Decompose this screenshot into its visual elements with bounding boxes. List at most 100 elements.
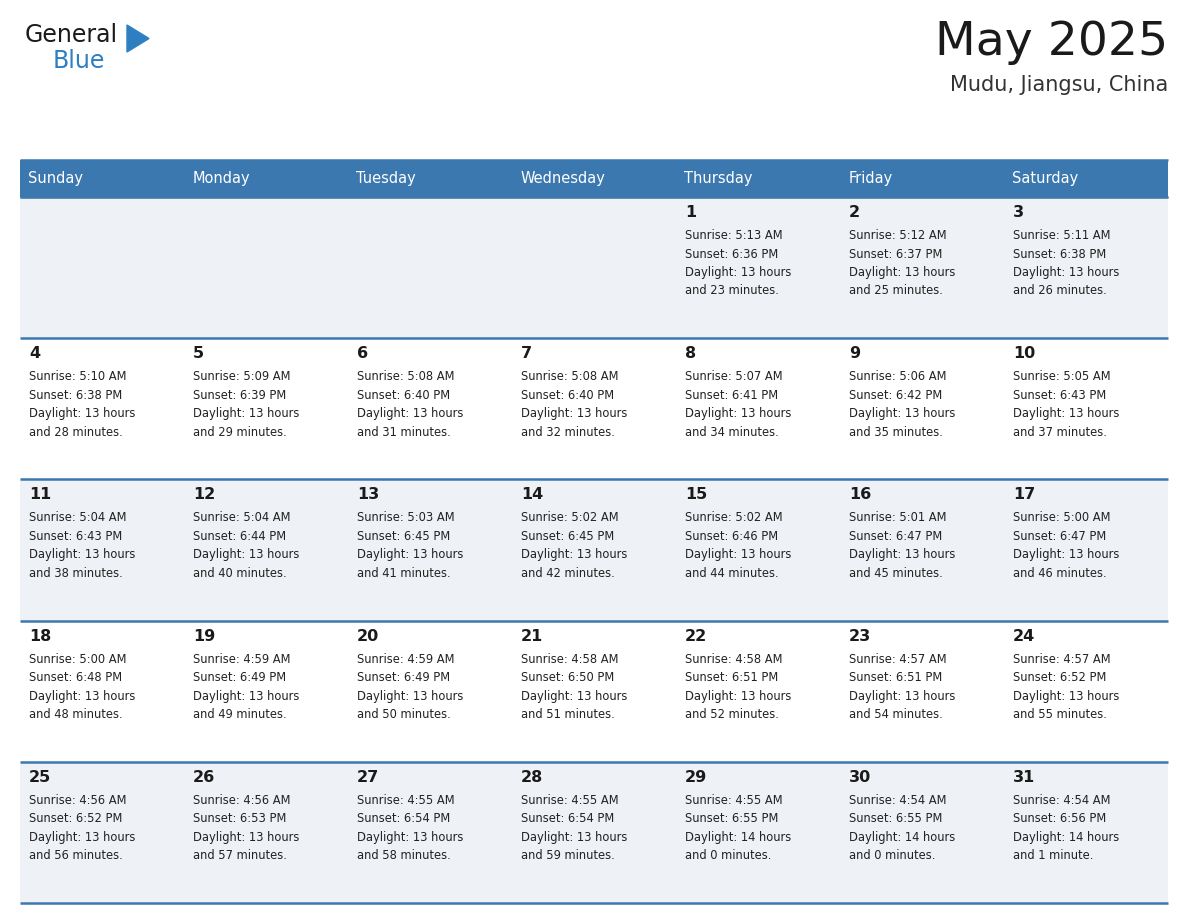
- Text: Daylight: 13 hours: Daylight: 13 hours: [358, 408, 463, 420]
- Text: Sunset: 6:39 PM: Sunset: 6:39 PM: [192, 388, 286, 402]
- Text: and 45 minutes.: and 45 minutes.: [849, 567, 943, 580]
- Text: Daylight: 13 hours: Daylight: 13 hours: [685, 266, 791, 279]
- Text: Daylight: 13 hours: Daylight: 13 hours: [522, 831, 627, 844]
- Bar: [20, 479, 1168, 621]
- Text: 8: 8: [685, 346, 696, 361]
- Text: Sunset: 6:43 PM: Sunset: 6:43 PM: [29, 530, 122, 543]
- Text: Sunrise: 5:00 AM: Sunrise: 5:00 AM: [29, 653, 126, 666]
- Text: 17: 17: [1013, 487, 1035, 502]
- Text: Sunset: 6:38 PM: Sunset: 6:38 PM: [1013, 248, 1106, 261]
- Bar: [20, 338, 1168, 479]
- Text: Sunrise: 4:56 AM: Sunrise: 4:56 AM: [29, 794, 126, 807]
- Text: Daylight: 13 hours: Daylight: 13 hours: [1013, 689, 1119, 702]
- Text: Sunrise: 4:59 AM: Sunrise: 4:59 AM: [192, 653, 291, 666]
- Text: Sunrise: 5:09 AM: Sunrise: 5:09 AM: [192, 370, 291, 383]
- Text: Sunset: 6:55 PM: Sunset: 6:55 PM: [685, 812, 778, 825]
- Text: Sunrise: 5:07 AM: Sunrise: 5:07 AM: [685, 370, 783, 383]
- Text: and 51 minutes.: and 51 minutes.: [522, 708, 614, 722]
- Text: Sunrise: 4:57 AM: Sunrise: 4:57 AM: [1013, 653, 1111, 666]
- Text: 15: 15: [685, 487, 707, 502]
- Text: Daylight: 13 hours: Daylight: 13 hours: [1013, 408, 1119, 420]
- Text: and 35 minutes.: and 35 minutes.: [849, 426, 943, 439]
- Text: and 32 minutes.: and 32 minutes.: [522, 426, 615, 439]
- Text: Sunrise: 5:00 AM: Sunrise: 5:00 AM: [1013, 511, 1111, 524]
- Text: Daylight: 13 hours: Daylight: 13 hours: [29, 408, 135, 420]
- Text: Daylight: 13 hours: Daylight: 13 hours: [29, 831, 135, 844]
- Text: Sunset: 6:36 PM: Sunset: 6:36 PM: [685, 248, 778, 261]
- Text: Daylight: 13 hours: Daylight: 13 hours: [685, 548, 791, 562]
- Text: 11: 11: [29, 487, 51, 502]
- Text: 22: 22: [685, 629, 707, 644]
- Text: and 25 minutes.: and 25 minutes.: [849, 285, 943, 297]
- Text: Sunset: 6:55 PM: Sunset: 6:55 PM: [849, 812, 942, 825]
- Text: Daylight: 13 hours: Daylight: 13 hours: [685, 408, 791, 420]
- Text: and 31 minutes.: and 31 minutes.: [358, 426, 450, 439]
- Text: Tuesday: Tuesday: [356, 171, 416, 186]
- Text: Sunset: 6:51 PM: Sunset: 6:51 PM: [849, 671, 942, 684]
- Text: Daylight: 13 hours: Daylight: 13 hours: [849, 266, 955, 279]
- Text: and 23 minutes.: and 23 minutes.: [685, 285, 779, 297]
- Text: Sunrise: 5:02 AM: Sunrise: 5:02 AM: [685, 511, 783, 524]
- Text: 18: 18: [29, 629, 51, 644]
- Text: Sunset: 6:48 PM: Sunset: 6:48 PM: [29, 671, 122, 684]
- Text: Sunset: 6:54 PM: Sunset: 6:54 PM: [522, 812, 614, 825]
- Text: Daylight: 13 hours: Daylight: 13 hours: [522, 689, 627, 702]
- Text: and 38 minutes.: and 38 minutes.: [29, 567, 122, 580]
- Text: and 59 minutes.: and 59 minutes.: [522, 849, 614, 862]
- Text: Sunset: 6:42 PM: Sunset: 6:42 PM: [849, 388, 942, 402]
- Text: Sunrise: 5:04 AM: Sunrise: 5:04 AM: [192, 511, 291, 524]
- Text: 19: 19: [192, 629, 215, 644]
- Text: and 50 minutes.: and 50 minutes.: [358, 708, 450, 722]
- Text: Sunset: 6:45 PM: Sunset: 6:45 PM: [358, 530, 450, 543]
- Text: Sunset: 6:38 PM: Sunset: 6:38 PM: [29, 388, 122, 402]
- Text: 21: 21: [522, 629, 543, 644]
- Text: Daylight: 14 hours: Daylight: 14 hours: [685, 831, 791, 844]
- Text: Sunset: 6:47 PM: Sunset: 6:47 PM: [849, 530, 942, 543]
- Text: 7: 7: [522, 346, 532, 361]
- Text: 28: 28: [522, 770, 543, 785]
- Text: May 2025: May 2025: [935, 20, 1168, 65]
- Text: Sunrise: 5:02 AM: Sunrise: 5:02 AM: [522, 511, 619, 524]
- Text: Sunset: 6:43 PM: Sunset: 6:43 PM: [1013, 388, 1106, 402]
- Text: Wednesday: Wednesday: [520, 171, 605, 186]
- Bar: [20, 160, 1168, 197]
- Text: Daylight: 13 hours: Daylight: 13 hours: [192, 831, 299, 844]
- Text: and 42 minutes.: and 42 minutes.: [522, 567, 614, 580]
- Text: Sunrise: 5:04 AM: Sunrise: 5:04 AM: [29, 511, 126, 524]
- Text: and 55 minutes.: and 55 minutes.: [1013, 708, 1107, 722]
- Text: Saturday: Saturday: [1012, 171, 1079, 186]
- Text: Sunrise: 4:59 AM: Sunrise: 4:59 AM: [358, 653, 455, 666]
- Text: 29: 29: [685, 770, 707, 785]
- Text: and 57 minutes.: and 57 minutes.: [192, 849, 286, 862]
- Text: Sunrise: 5:13 AM: Sunrise: 5:13 AM: [685, 229, 783, 242]
- Text: 23: 23: [849, 629, 871, 644]
- Text: Sunset: 6:54 PM: Sunset: 6:54 PM: [358, 812, 450, 825]
- Text: Sunset: 6:50 PM: Sunset: 6:50 PM: [522, 671, 614, 684]
- Text: 12: 12: [192, 487, 215, 502]
- Text: Sunrise: 5:10 AM: Sunrise: 5:10 AM: [29, 370, 126, 383]
- Text: 13: 13: [358, 487, 379, 502]
- Text: Daylight: 13 hours: Daylight: 13 hours: [192, 689, 299, 702]
- Text: Sunrise: 5:05 AM: Sunrise: 5:05 AM: [1013, 370, 1111, 383]
- Text: Sunrise: 4:58 AM: Sunrise: 4:58 AM: [685, 653, 783, 666]
- Text: Monday: Monday: [192, 171, 249, 186]
- Text: and 0 minutes.: and 0 minutes.: [849, 849, 935, 862]
- Text: and 44 minutes.: and 44 minutes.: [685, 567, 778, 580]
- Text: and 26 minutes.: and 26 minutes.: [1013, 285, 1107, 297]
- Text: Thursday: Thursday: [684, 171, 753, 186]
- Text: Daylight: 13 hours: Daylight: 13 hours: [192, 408, 299, 420]
- Text: Sunset: 6:49 PM: Sunset: 6:49 PM: [358, 671, 450, 684]
- Bar: [20, 621, 1168, 762]
- Text: and 46 minutes.: and 46 minutes.: [1013, 567, 1107, 580]
- Text: Mudu, Jiangsu, China: Mudu, Jiangsu, China: [949, 75, 1168, 95]
- Text: Sunrise: 4:57 AM: Sunrise: 4:57 AM: [849, 653, 947, 666]
- Text: Sunset: 6:45 PM: Sunset: 6:45 PM: [522, 530, 614, 543]
- Text: Sunrise: 5:08 AM: Sunrise: 5:08 AM: [358, 370, 455, 383]
- Text: Friday: Friday: [848, 171, 892, 186]
- Text: and 34 minutes.: and 34 minutes.: [685, 426, 779, 439]
- Text: Daylight: 13 hours: Daylight: 13 hours: [192, 548, 299, 562]
- Text: Daylight: 13 hours: Daylight: 13 hours: [522, 408, 627, 420]
- Text: 24: 24: [1013, 629, 1035, 644]
- Text: Sunrise: 4:56 AM: Sunrise: 4:56 AM: [192, 794, 291, 807]
- Text: Daylight: 13 hours: Daylight: 13 hours: [849, 408, 955, 420]
